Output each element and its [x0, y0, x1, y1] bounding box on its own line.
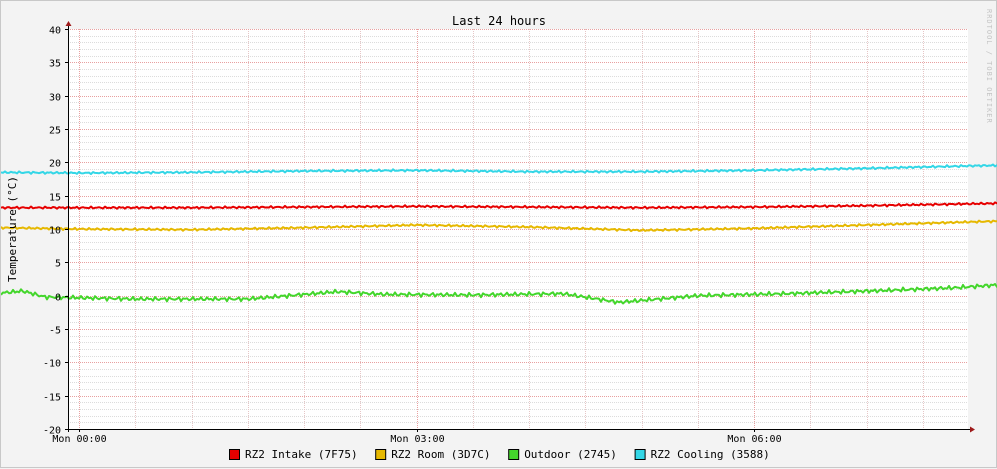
legend-label: RZ2 Cooling (3588)	[651, 448, 770, 461]
y-tick-label: -10	[43, 359, 61, 370]
x-tick-label: Mon 03:00	[390, 434, 444, 445]
legend-label: Outdoor (2745)	[524, 448, 617, 461]
y-axis-label: Temperature (°C)	[6, 176, 19, 282]
y-tick-label: 35	[49, 59, 61, 70]
legend: RZ2 Intake (7F75) RZ2 Room (3D7C) Outdoor …	[229, 448, 770, 461]
legend-label: RZ2 Intake (7F75)	[245, 448, 358, 461]
chart-title: Last 24 hours	[452, 14, 546, 28]
series-layer	[1, 163, 997, 305]
series-line	[1, 283, 997, 305]
watermark: RRDTOOL / TOBI OETIKER	[985, 9, 993, 124]
y-tick-label: -20	[43, 426, 61, 437]
series-line	[1, 201, 997, 210]
legend-swatch	[634, 449, 646, 460]
x-tick-label: Mon 06:00	[727, 434, 781, 445]
y-axis-arrow	[65, 21, 72, 26]
series-line	[1, 163, 997, 176]
y-tick-label: 0	[55, 293, 61, 304]
y-tick-label: -15	[43, 393, 61, 404]
legend-swatch	[508, 449, 520, 460]
y-tick-label: -5	[49, 326, 61, 337]
grid-layer	[68, 29, 968, 430]
x-axis-arrow	[970, 426, 975, 433]
y-tick-label: 25	[49, 126, 61, 137]
y-tick-label: 30	[49, 93, 61, 104]
axis-layer	[65, 21, 975, 433]
legend-swatch	[229, 449, 240, 460]
y-tick-label: 5	[55, 259, 61, 270]
x-tick-label: Mon 00:00	[52, 434, 106, 445]
legend-label: RZ2 Room (3D7C)	[391, 448, 490, 461]
y-tick-label: 15	[49, 193, 61, 204]
series-line	[1, 219, 997, 233]
legend-swatch	[375, 449, 387, 460]
label-layer: -20 -15 -10 -5 0 5 10 15 20 25 30 35 40 Mon 00:00 Mon …	[43, 26, 782, 446]
y-tick-label: 20	[49, 159, 61, 170]
y-tick-label: 40	[49, 26, 61, 37]
y-tick-label: 10	[49, 226, 61, 237]
